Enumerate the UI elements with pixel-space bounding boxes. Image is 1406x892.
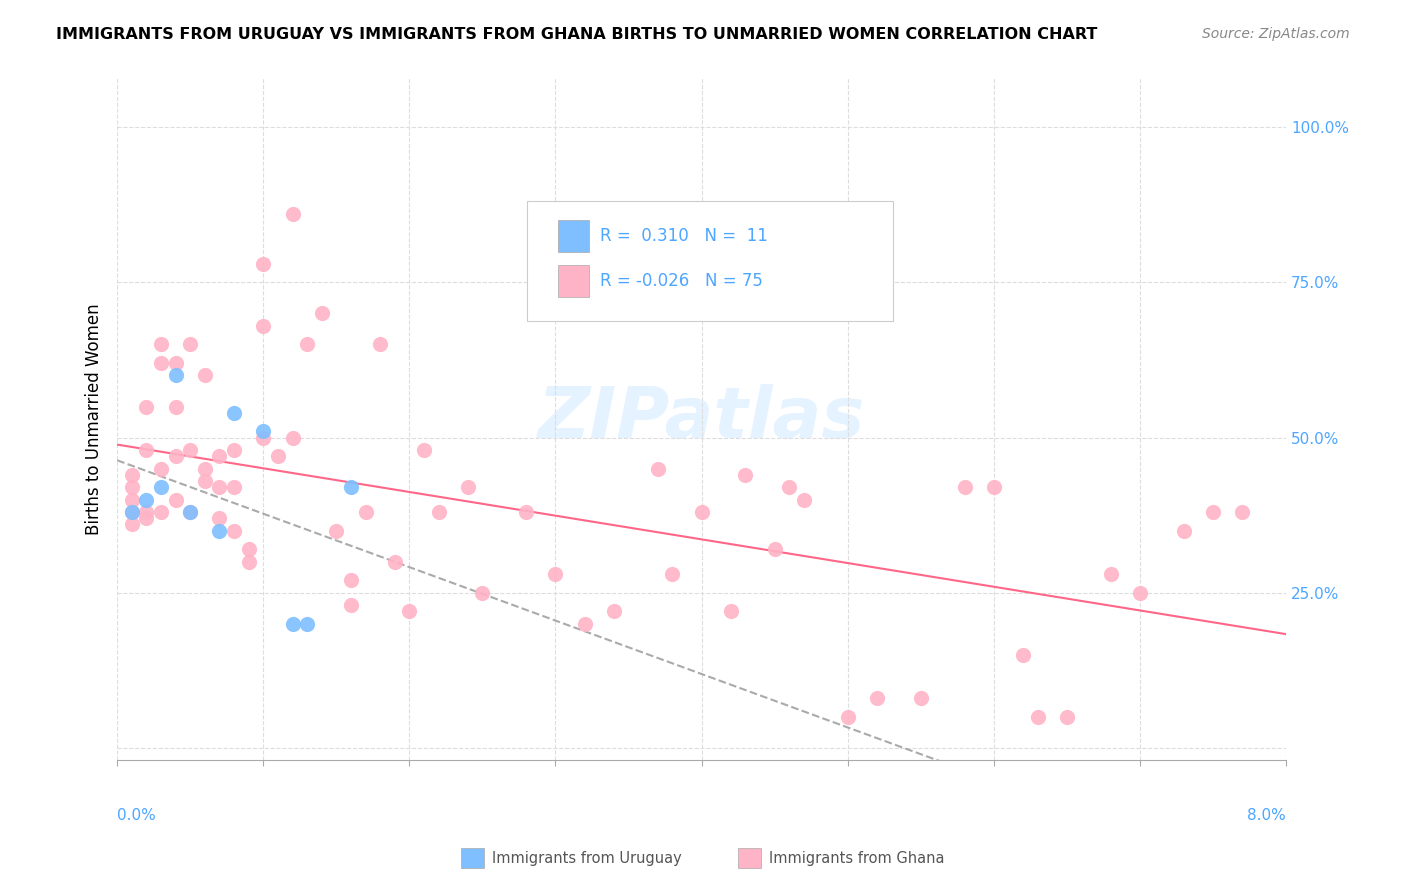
Point — [121, 492, 143, 507]
Point — [661, 567, 683, 582]
Point — [340, 574, 363, 588]
Point — [121, 467, 143, 482]
Point — [222, 442, 245, 457]
Point — [150, 505, 173, 519]
Point — [734, 467, 756, 482]
Text: Immigrants from Uruguay: Immigrants from Uruguay — [492, 851, 682, 865]
Point — [427, 505, 450, 519]
Point — [208, 524, 231, 538]
Point — [121, 517, 143, 532]
Point — [179, 505, 201, 519]
Point — [368, 337, 391, 351]
Point — [910, 691, 932, 706]
Point — [150, 480, 173, 494]
Text: R = -0.026   N = 75: R = -0.026 N = 75 — [600, 272, 763, 290]
Point — [135, 400, 157, 414]
Point — [252, 257, 274, 271]
Point — [281, 207, 304, 221]
Point — [763, 542, 786, 557]
Point — [398, 604, 420, 618]
Point — [866, 691, 889, 706]
Text: ZIPatlas: ZIPatlas — [538, 384, 865, 453]
Text: R =  0.310   N =  11: R = 0.310 N = 11 — [600, 227, 768, 245]
Point — [983, 480, 1005, 494]
Point — [135, 492, 157, 507]
Point — [1230, 505, 1253, 519]
Point — [837, 710, 859, 724]
Point — [720, 604, 742, 618]
Point — [238, 555, 260, 569]
Point — [194, 461, 217, 475]
Point — [222, 524, 245, 538]
Point — [1202, 505, 1225, 519]
Point — [544, 567, 567, 582]
Point — [135, 511, 157, 525]
Point — [471, 586, 494, 600]
Point — [647, 461, 669, 475]
Point — [179, 337, 201, 351]
Point — [1099, 567, 1122, 582]
Point — [281, 431, 304, 445]
Point — [384, 555, 406, 569]
Point — [194, 368, 217, 383]
Point — [121, 505, 143, 519]
Point — [150, 461, 173, 475]
Point — [121, 480, 143, 494]
Point — [1026, 710, 1049, 724]
Point — [121, 505, 143, 519]
Text: Source: ZipAtlas.com: Source: ZipAtlas.com — [1202, 27, 1350, 41]
Point — [603, 604, 626, 618]
Point — [194, 474, 217, 488]
Point — [793, 492, 815, 507]
Point — [208, 480, 231, 494]
Point — [165, 400, 187, 414]
Y-axis label: Births to Unmarried Women: Births to Unmarried Women — [86, 303, 103, 534]
Point — [222, 406, 245, 420]
Point — [179, 442, 201, 457]
Point — [135, 505, 157, 519]
Point — [179, 505, 201, 519]
Point — [295, 337, 318, 351]
Point — [340, 480, 363, 494]
Point — [778, 480, 800, 494]
Point — [515, 505, 537, 519]
Point — [340, 598, 363, 612]
Point — [311, 306, 333, 320]
Point — [208, 511, 231, 525]
Point — [1012, 648, 1035, 662]
Point — [165, 449, 187, 463]
Point — [281, 616, 304, 631]
Point — [267, 449, 290, 463]
Point — [222, 480, 245, 494]
Point — [1129, 586, 1152, 600]
Point — [252, 425, 274, 439]
Point — [150, 356, 173, 370]
Point — [165, 492, 187, 507]
Point — [150, 337, 173, 351]
Point — [1173, 524, 1195, 538]
Point — [252, 318, 274, 333]
Text: 8.0%: 8.0% — [1247, 808, 1286, 823]
Point — [690, 505, 713, 519]
Point — [165, 356, 187, 370]
Point — [953, 480, 976, 494]
Point — [295, 616, 318, 631]
Point — [354, 505, 377, 519]
Point — [457, 480, 479, 494]
Point — [238, 542, 260, 557]
Point — [165, 368, 187, 383]
Point — [325, 524, 347, 538]
Text: Immigrants from Ghana: Immigrants from Ghana — [769, 851, 945, 865]
Point — [208, 449, 231, 463]
Text: 0.0%: 0.0% — [117, 808, 156, 823]
Point — [252, 431, 274, 445]
Point — [413, 442, 436, 457]
Text: IMMIGRANTS FROM URUGUAY VS IMMIGRANTS FROM GHANA BIRTHS TO UNMARRIED WOMEN CORRE: IMMIGRANTS FROM URUGUAY VS IMMIGRANTS FR… — [56, 27, 1098, 42]
Point — [574, 616, 596, 631]
Point — [1056, 710, 1078, 724]
Point — [135, 442, 157, 457]
